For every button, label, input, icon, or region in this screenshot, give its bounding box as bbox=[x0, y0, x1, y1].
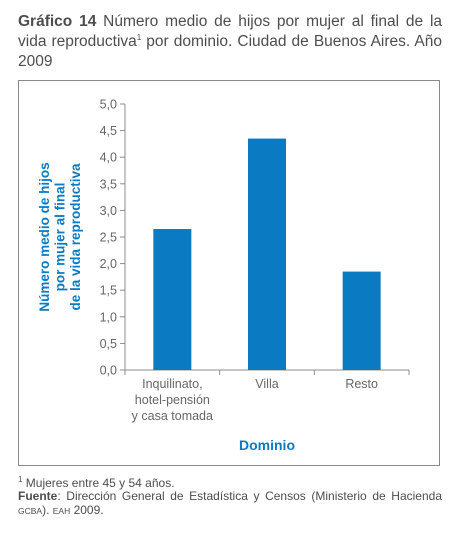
footnote: 1 Mujeres entre 45 y 54 años. bbox=[18, 475, 442, 491]
source-text: : Dirección General de Estadística y Cen… bbox=[57, 489, 442, 503]
chart-frame: 0,0 0,5 1,0 1,5 2,0 2,5 3,0 3,5 4,0 4,5 5,0 Inquili… bbox=[18, 80, 440, 466]
source-note: Fuente: Dirección General de Estadística… bbox=[18, 489, 442, 518]
chart-title: Gráfico 14 Número medio de hijos por muj… bbox=[18, 12, 442, 72]
y-tick-label: 2,0 bbox=[100, 257, 117, 271]
y-tick-label: 1,5 bbox=[100, 284, 117, 298]
source-label: Fuente bbox=[18, 489, 58, 503]
chart-number: Gráfico 14 bbox=[18, 13, 97, 30]
y-tick-label: 3,0 bbox=[100, 204, 117, 218]
title-text: Número medio de hijos por mujer al final… bbox=[18, 13, 443, 50]
y-tick-label: 5,0 bbox=[100, 98, 117, 112]
y-tick-label: 0,5 bbox=[100, 337, 117, 351]
y-tick-label: 4,5 bbox=[100, 124, 117, 138]
x-tick-label: Villa bbox=[255, 377, 278, 391]
y-axis-title: Número medio de hijospor mujer al finald… bbox=[37, 162, 83, 311]
source-eah: EAH bbox=[52, 505, 71, 516]
x-tick-label: Inquilinato, hotel-pensión y casa tomada bbox=[132, 377, 213, 423]
bar bbox=[342, 271, 381, 370]
bar bbox=[248, 138, 286, 370]
y-tick-label: 0,0 bbox=[100, 364, 117, 378]
y-tick-label: 1,0 bbox=[100, 310, 117, 324]
x-axis-title: Dominio bbox=[239, 437, 295, 453]
y-tick-label: 2,5 bbox=[100, 231, 117, 245]
y-tick-label: 4,0 bbox=[100, 151, 117, 165]
bar-chart: 0,0 0,5 1,0 1,5 2,0 2,5 3,0 3,5 4,0 4,5 5,0 Inquili… bbox=[37, 98, 410, 453]
source-text-3: 2009. bbox=[70, 502, 104, 517]
source-gcba: GCBA bbox=[18, 505, 43, 516]
y-tick-label: 3,5 bbox=[100, 177, 117, 191]
footnote-text: Mujeres entre 45 y 54 años. bbox=[22, 476, 175, 490]
bar bbox=[153, 229, 192, 370]
title-footnote-marker: 1 bbox=[136, 32, 142, 42]
title-text-end: por dominio. Ciudad de Buenos Aires. Año… bbox=[18, 33, 442, 70]
footnote-marker: 1 bbox=[18, 475, 23, 484]
x-tick-label: Resto bbox=[345, 377, 378, 391]
source-text-2: ). bbox=[42, 502, 53, 517]
